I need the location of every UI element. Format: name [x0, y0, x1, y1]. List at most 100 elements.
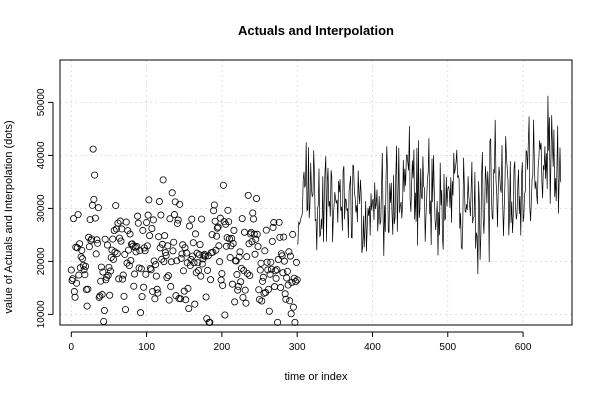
actual-point [292, 258, 300, 266]
actual-point [271, 283, 279, 291]
actual-point [174, 216, 182, 224]
actual-point [97, 263, 105, 271]
actual-point [121, 250, 129, 258]
x-tick-label: 200 [214, 342, 231, 353]
actual-point [103, 241, 111, 249]
actual-point [101, 235, 109, 243]
actual-point [90, 195, 98, 203]
actual-point [124, 227, 132, 235]
actual-point [227, 242, 235, 250]
actual-point [117, 237, 125, 245]
actual-point [143, 218, 151, 226]
actual-point [126, 230, 134, 238]
actual-point [259, 273, 267, 281]
actual-point [248, 238, 256, 246]
actual-point [286, 252, 294, 260]
actual-point [76, 240, 84, 248]
actual-point [100, 307, 108, 315]
actual-point [283, 274, 291, 282]
actual-point [93, 236, 101, 244]
actual-point [115, 275, 123, 283]
actual-point [213, 232, 221, 240]
actual-point [143, 242, 151, 250]
actual-point [293, 276, 301, 284]
actual-point [94, 204, 102, 212]
grid-layer [60, 60, 572, 325]
actual-point [239, 293, 247, 301]
actual-point [275, 218, 283, 226]
actual-point [285, 248, 293, 256]
actual-point [105, 263, 113, 271]
actual-point [267, 258, 275, 266]
actual-point [155, 233, 163, 241]
actual-point [256, 296, 264, 304]
actual-point [254, 242, 262, 250]
actual-point [216, 258, 224, 266]
actual-point [110, 226, 118, 234]
actual-point [208, 231, 216, 239]
actual-point [137, 309, 145, 317]
actual-point [228, 280, 236, 288]
actual-point [158, 240, 166, 248]
actual-point [109, 235, 117, 243]
actual-point [274, 256, 282, 264]
actual-point [148, 224, 156, 232]
actual-point [106, 291, 114, 299]
actual-point [192, 230, 200, 238]
actual-point [246, 230, 254, 238]
actual-point [198, 215, 206, 223]
actual-point [182, 296, 190, 304]
actual-point [170, 211, 178, 219]
actual-point [84, 285, 92, 293]
actual-point [287, 310, 295, 318]
actual-point [256, 266, 264, 274]
actual-point [186, 222, 194, 230]
actual-point [88, 235, 96, 243]
actual-point [249, 209, 257, 217]
actual-point [125, 246, 133, 254]
y-axis: 10000 20000 30000 40000 50000 [36, 88, 54, 328]
actual-point [127, 256, 135, 264]
actual-point [125, 262, 133, 270]
actual-point [241, 286, 249, 294]
actual-point [196, 241, 204, 249]
actual-point [190, 259, 198, 267]
actual-point [271, 267, 279, 275]
actual-point [240, 228, 248, 236]
actual-point [163, 274, 171, 282]
actual-point [250, 230, 258, 238]
actual-point [282, 295, 290, 303]
actual-point [261, 247, 269, 255]
actual-point [222, 242, 230, 250]
actual-point [251, 250, 259, 258]
actual-point [103, 273, 111, 281]
actual-point [269, 223, 277, 231]
actual-point [159, 176, 167, 184]
actual-point [260, 289, 268, 297]
actual-point [228, 234, 236, 242]
actual-point [270, 219, 278, 227]
actual-point [144, 211, 152, 219]
actual-point [242, 299, 250, 307]
actual-point [229, 240, 237, 248]
y-tick-label: 20000 [36, 247, 47, 275]
actual-point [192, 269, 200, 277]
actual-point [265, 285, 273, 293]
actual-point [218, 270, 226, 278]
actual-point [201, 252, 209, 260]
x-tick-label: 300 [289, 342, 306, 353]
actual-point [99, 268, 107, 276]
actual-point [96, 292, 104, 300]
actual-point [191, 300, 199, 308]
actual-point [234, 282, 242, 290]
actual-point [170, 238, 178, 246]
actual-point [202, 293, 210, 301]
actual-point [134, 212, 142, 220]
actual-point [123, 259, 131, 267]
plot-frame [59, 59, 573, 326]
chart-title: Actuals and Interpolation [238, 23, 394, 38]
actual-point [213, 224, 221, 232]
x-axis: 0 100 200 300 400 500 600 [69, 331, 532, 353]
actual-point [91, 171, 99, 179]
